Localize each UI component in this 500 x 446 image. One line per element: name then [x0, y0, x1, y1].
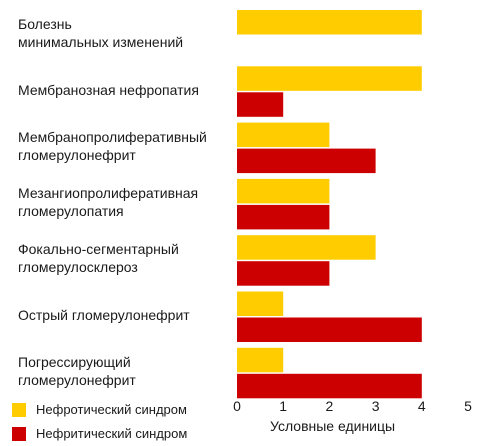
category-label-3: Мезангиопролиферативная гломерулопатия	[18, 185, 199, 220]
bar-nephritic-5	[237, 317, 422, 342]
category-label-4: Фокально-сегментарный гломерулосклероз	[18, 241, 179, 276]
category-label-6: Погрессирующий гломерулонефрит	[18, 354, 136, 389]
legend-item-nephrotic: Нефротический синдром	[12, 402, 187, 418]
category-label-1: Мембранозная нефропатия	[18, 81, 199, 98]
x-tick-label-1: 1	[279, 398, 288, 414]
bar-nephritic-1	[237, 92, 284, 117]
bar-nephrotic-0	[237, 10, 422, 35]
category-label-2: Мембранопролиферативный гломерулонефрит	[18, 128, 207, 163]
legend-label-nephrotic: Нефротический синдром	[36, 402, 187, 417]
bar-nephrotic-6	[237, 347, 284, 373]
bar-nephritic-3	[237, 204, 330, 230]
x-tick-label-3: 3	[371, 398, 380, 414]
x-tick-label-0: 0	[233, 398, 241, 414]
bar-nephritic-4	[237, 261, 330, 286]
category-label-0: Болезнь минимальных изменений	[18, 16, 184, 51]
bar-nephritic-2	[237, 148, 376, 174]
bar-nephrotic-2	[237, 122, 330, 148]
bar-nephrotic-5	[237, 291, 284, 316]
bar-nephritic-6	[237, 373, 422, 399]
legend-label-nephritic: Нефритический синдром	[36, 426, 188, 441]
legend-swatch-nephrotic	[12, 402, 26, 417]
x-axis-title: Условные единицы	[270, 418, 396, 434]
bar-nephrotic-4	[237, 235, 376, 260]
x-tick-label-5: 5	[464, 398, 472, 414]
x-tick-label-4: 4	[417, 398, 426, 414]
x-tick-label-2: 2	[325, 398, 334, 414]
bar-nephrotic-3	[237, 178, 330, 204]
category-label-5: Острый гломерулонефрит	[18, 306, 190, 323]
legend-item-nephritic: Нефритический синдром	[12, 426, 187, 442]
legend-swatch-nephritic	[12, 426, 26, 441]
bar-nephrotic-1	[237, 66, 422, 91]
